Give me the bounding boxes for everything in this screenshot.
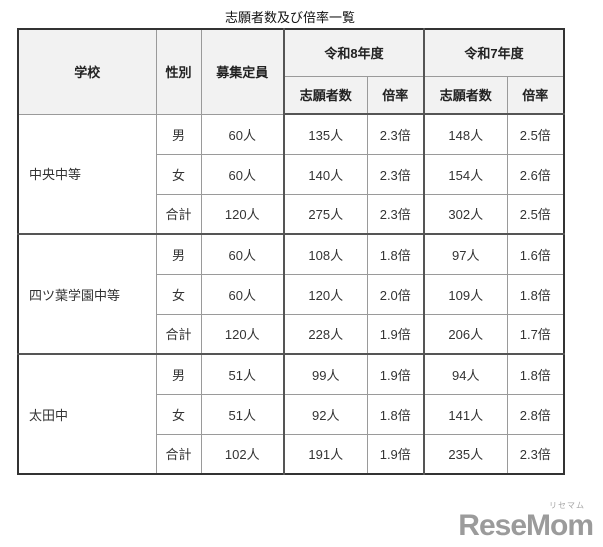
- cell-r7-applicants: 206人: [423, 313, 508, 355]
- col-header-school: 学校: [17, 28, 157, 115]
- col-header-r8-ratio: 倍率: [366, 75, 425, 115]
- cell-r8-ratio: 1.9倍: [366, 353, 425, 395]
- cell-gender: 男: [155, 353, 202, 395]
- cell-r8-applicants: 92人: [283, 393, 368, 435]
- cell-r8-ratio: 1.8倍: [366, 393, 425, 435]
- cell-r8-applicants: 120人: [283, 273, 368, 315]
- cell-r7-ratio: 2.5倍: [506, 113, 565, 155]
- cell-r8-applicants: 275人: [283, 193, 368, 235]
- cell-school: 中央中等: [17, 113, 157, 235]
- cell-r7-applicants: 97人: [423, 233, 508, 275]
- cell-r7-ratio: 1.7倍: [506, 313, 565, 355]
- cell-r8-ratio: 1.9倍: [366, 433, 425, 475]
- table-row: 女 51人 92人 1.8倍 141人 2.8倍: [18, 393, 565, 435]
- col-header-year-r8: 令和8年度: [282, 28, 425, 77]
- cell-capacity: 60人: [200, 233, 285, 275]
- cell-gender: 女: [155, 393, 202, 435]
- cell-r7-applicants: 148人: [423, 113, 508, 155]
- cell-capacity: 60人: [200, 273, 285, 315]
- cell-r8-applicants: 99人: [283, 353, 368, 395]
- resemom-logo-text: ReseMom: [458, 509, 594, 542]
- cell-r8-ratio: 2.3倍: [366, 113, 425, 155]
- cell-school: 太田中: [17, 353, 157, 475]
- cell-r8-applicants: 140人: [283, 153, 368, 195]
- cell-capacity: 51人: [200, 353, 285, 395]
- cell-capacity: 60人: [200, 153, 285, 195]
- cell-r8-ratio: 1.8倍: [366, 233, 425, 275]
- cell-capacity: 120人: [200, 193, 285, 235]
- cell-r7-applicants: 141人: [423, 393, 508, 435]
- col-header-gender: 性別: [155, 28, 202, 115]
- cell-capacity: 60人: [200, 113, 285, 155]
- resemom-logo-ruby: リセマム: [549, 501, 585, 510]
- cell-capacity: 120人: [200, 313, 285, 355]
- cell-r8-ratio: 2.3倍: [366, 153, 425, 195]
- resemom-logo: リセマム ReseMom: [458, 501, 594, 542]
- table-row: 中央中等 男 60人 135人 2.3倍 148人 2.5倍: [17, 113, 565, 235]
- cell-gender: 男: [155, 233, 202, 275]
- cell-gender: 女: [155, 273, 202, 315]
- table-row: 合計 102人 191人 1.9倍 235人 2.3倍: [18, 433, 565, 475]
- cell-school: 四ツ葉学園中等: [17, 233, 157, 355]
- header-row-sub: 志願者数 倍率 志願者数 倍率: [18, 75, 565, 115]
- cell-gender: 合計: [155, 313, 202, 355]
- cell-capacity: 102人: [200, 433, 285, 475]
- cell-r7-ratio: 1.6倍: [506, 233, 565, 275]
- cell-r8-applicants: 135人: [283, 113, 368, 155]
- col-header-r8-applicants: 志願者数: [283, 75, 368, 115]
- table-row: 四ツ葉学園中等 男 60人 108人 1.8倍 97人 1.6倍: [17, 233, 565, 355]
- table-row: 女 60人 140人 2.3倍 154人 2.6倍: [18, 153, 565, 195]
- cell-gender: 合計: [155, 433, 202, 475]
- cell-r8-applicants: 108人: [283, 233, 368, 275]
- cell-r7-applicants: 235人: [423, 433, 508, 475]
- col-header-year-r7: 令和7年度: [423, 28, 565, 77]
- cell-r8-applicants: 228人: [283, 313, 368, 355]
- header-row-top: 学校 性別 募集定員 令和8年度 令和7年度: [17, 28, 565, 115]
- cell-r7-ratio: 2.5倍: [506, 193, 565, 235]
- cell-r8-applicants: 191人: [283, 433, 368, 475]
- table-row: 合計 120人 275人 2.3倍 302人 2.5倍: [18, 193, 565, 235]
- cell-gender: 合計: [155, 193, 202, 235]
- table-row: 女 60人 120人 2.0倍 109人 1.8倍: [18, 273, 565, 315]
- cell-r7-ratio: 1.8倍: [506, 353, 565, 395]
- table-row: 合計 120人 228人 1.9倍 206人 1.7倍: [18, 313, 565, 355]
- cell-gender: 女: [155, 153, 202, 195]
- cell-r7-applicants: 109人: [423, 273, 508, 315]
- cell-r7-applicants: 154人: [423, 153, 508, 195]
- table-row: 太田中 男 51人 99人 1.9倍 94人 1.8倍: [17, 353, 565, 475]
- table-title: 志願者数及び倍率一覧: [224, 10, 355, 25]
- cell-gender: 男: [155, 113, 202, 155]
- cell-r8-ratio: 2.0倍: [366, 273, 425, 315]
- cell-r7-ratio: 2.6倍: [506, 153, 565, 195]
- col-header-r7-applicants: 志願者数: [423, 75, 508, 115]
- col-header-r7-ratio: 倍率: [506, 75, 565, 115]
- cell-r7-applicants: 94人: [423, 353, 508, 395]
- cell-r7-ratio: 2.3倍: [506, 433, 565, 475]
- cell-r7-ratio: 1.8倍: [506, 273, 565, 315]
- cell-r7-ratio: 2.8倍: [506, 393, 565, 435]
- col-header-capacity: 募集定員: [200, 28, 285, 115]
- cell-r8-ratio: 1.9倍: [366, 313, 425, 355]
- cell-r8-ratio: 2.3倍: [366, 193, 425, 235]
- cell-capacity: 51人: [200, 393, 285, 435]
- cell-r7-applicants: 302人: [423, 193, 508, 235]
- applicants-ratio-table: 学校 性別 募集定員 令和8年度 令和7年度 志願者数 倍率 志願者数 倍率 中…: [17, 28, 566, 475]
